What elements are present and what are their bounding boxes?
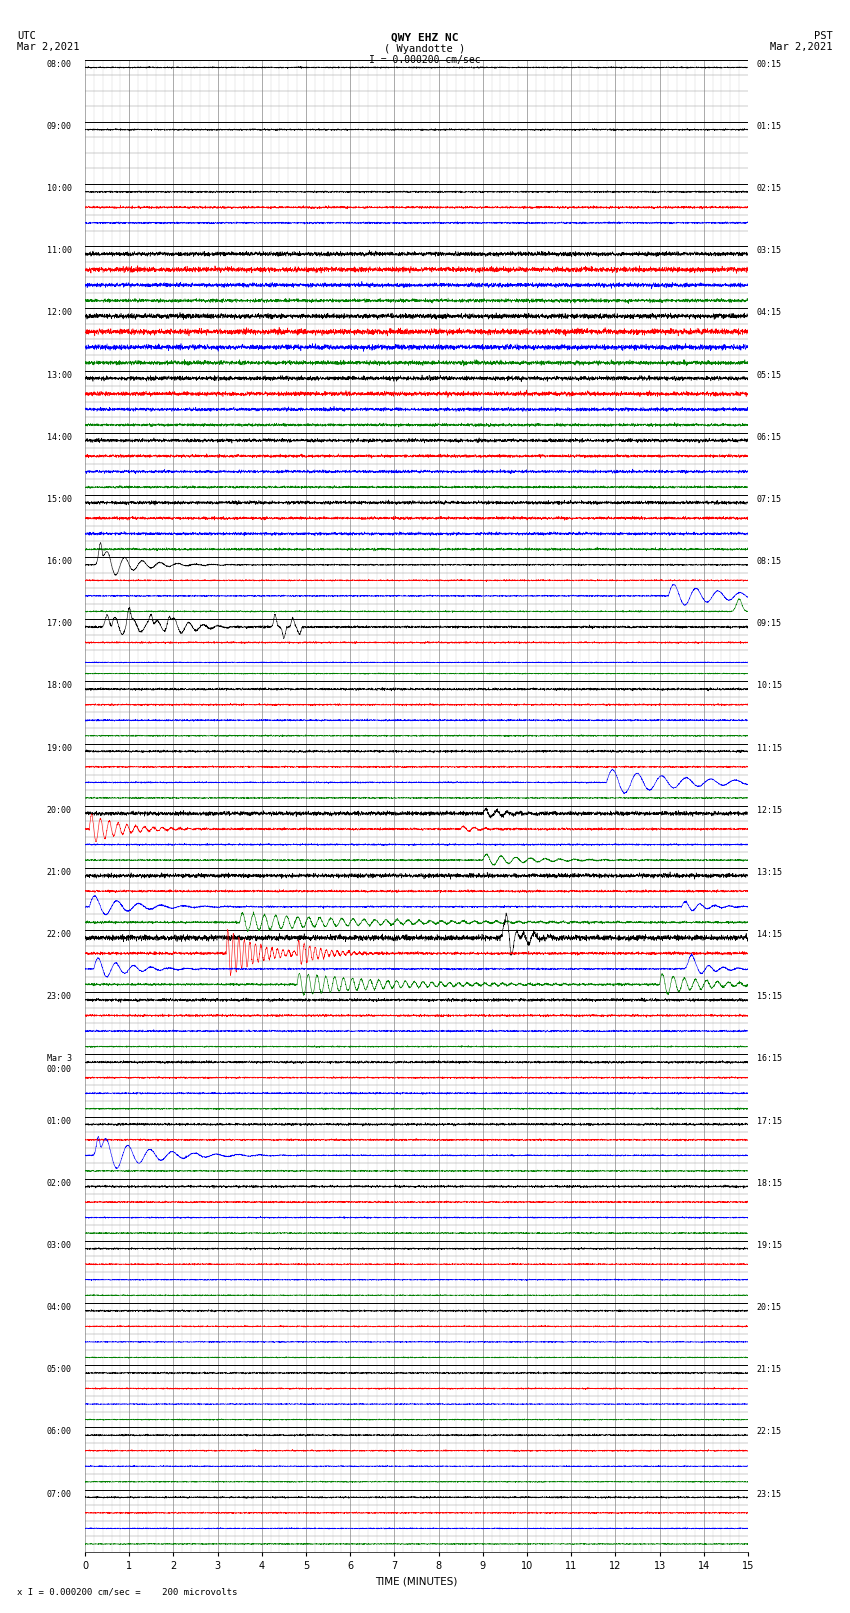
Text: 15:00: 15:00 bbox=[47, 495, 71, 503]
Text: 18:15: 18:15 bbox=[756, 1179, 782, 1187]
Text: 04:15: 04:15 bbox=[756, 308, 782, 318]
Text: 08:00: 08:00 bbox=[47, 60, 71, 69]
Text: 07:15: 07:15 bbox=[756, 495, 782, 503]
Text: 00:15: 00:15 bbox=[756, 60, 782, 69]
Text: 07:00: 07:00 bbox=[47, 1489, 71, 1498]
Text: 04:00: 04:00 bbox=[47, 1303, 71, 1311]
Text: 22:15: 22:15 bbox=[756, 1428, 782, 1436]
Text: 16:00: 16:00 bbox=[47, 556, 71, 566]
Text: 09:15: 09:15 bbox=[756, 619, 782, 627]
Text: 11:00: 11:00 bbox=[47, 247, 71, 255]
Text: 19:00: 19:00 bbox=[47, 744, 71, 753]
Text: 20:00: 20:00 bbox=[47, 806, 71, 815]
Text: 05:15: 05:15 bbox=[756, 371, 782, 379]
Text: 05:00: 05:00 bbox=[47, 1365, 71, 1374]
Text: Mar 2,2021: Mar 2,2021 bbox=[17, 42, 80, 52]
Text: 23:00: 23:00 bbox=[47, 992, 71, 1002]
Text: 20:15: 20:15 bbox=[756, 1303, 782, 1311]
Text: 14:15: 14:15 bbox=[756, 931, 782, 939]
Text: 12:00: 12:00 bbox=[47, 308, 71, 318]
Text: 02:15: 02:15 bbox=[756, 184, 782, 194]
Text: 22:00: 22:00 bbox=[47, 931, 71, 939]
Text: PST: PST bbox=[814, 31, 833, 40]
Text: 17:15: 17:15 bbox=[756, 1116, 782, 1126]
Text: 13:00: 13:00 bbox=[47, 371, 71, 379]
Text: 08:15: 08:15 bbox=[756, 556, 782, 566]
Text: 14:00: 14:00 bbox=[47, 432, 71, 442]
Text: 19:15: 19:15 bbox=[756, 1240, 782, 1250]
Text: UTC: UTC bbox=[17, 31, 36, 40]
X-axis label: TIME (MINUTES): TIME (MINUTES) bbox=[376, 1576, 457, 1586]
Text: Mar 2,2021: Mar 2,2021 bbox=[770, 42, 833, 52]
Text: 16:15: 16:15 bbox=[756, 1055, 782, 1063]
Text: 01:15: 01:15 bbox=[756, 123, 782, 131]
Text: x I = 0.000200 cm/sec =    200 microvolts: x I = 0.000200 cm/sec = 200 microvolts bbox=[17, 1587, 237, 1597]
Text: QWY EHZ NC: QWY EHZ NC bbox=[391, 32, 459, 42]
Text: 13:15: 13:15 bbox=[756, 868, 782, 877]
Text: Mar 3
00:00: Mar 3 00:00 bbox=[47, 1055, 71, 1074]
Text: I = 0.000200 cm/sec: I = 0.000200 cm/sec bbox=[369, 55, 481, 65]
Text: 01:00: 01:00 bbox=[47, 1116, 71, 1126]
Text: 18:00: 18:00 bbox=[47, 681, 71, 690]
Text: ( Wyandotte ): ( Wyandotte ) bbox=[384, 44, 466, 53]
Text: 17:00: 17:00 bbox=[47, 619, 71, 627]
Text: 06:00: 06:00 bbox=[47, 1428, 71, 1436]
Text: 21:00: 21:00 bbox=[47, 868, 71, 877]
Text: 11:15: 11:15 bbox=[756, 744, 782, 753]
Text: 10:15: 10:15 bbox=[756, 681, 782, 690]
Text: 10:00: 10:00 bbox=[47, 184, 71, 194]
Text: 21:15: 21:15 bbox=[756, 1365, 782, 1374]
Text: 06:15: 06:15 bbox=[756, 432, 782, 442]
Text: 23:15: 23:15 bbox=[756, 1489, 782, 1498]
Text: 15:15: 15:15 bbox=[756, 992, 782, 1002]
Text: 09:00: 09:00 bbox=[47, 123, 71, 131]
Text: 02:00: 02:00 bbox=[47, 1179, 71, 1187]
Text: 03:15: 03:15 bbox=[756, 247, 782, 255]
Text: 12:15: 12:15 bbox=[756, 806, 782, 815]
Text: 03:00: 03:00 bbox=[47, 1240, 71, 1250]
